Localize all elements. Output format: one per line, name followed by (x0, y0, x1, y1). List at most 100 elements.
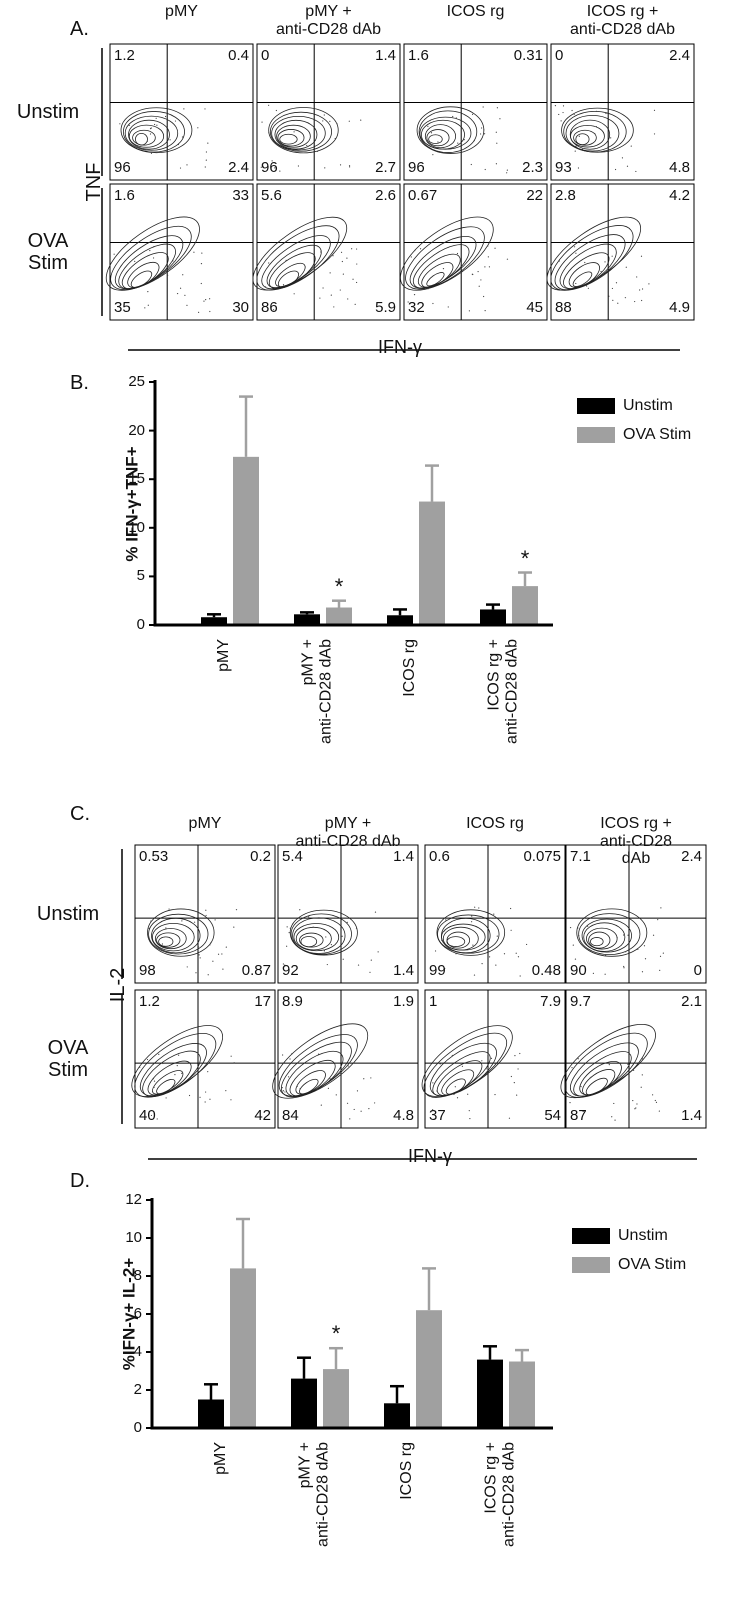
contour (565, 114, 620, 152)
contour (293, 923, 340, 952)
quadrant-value: 1.4 (681, 1107, 702, 1124)
quadrant-value: 5.4 (282, 848, 303, 865)
event-dot (655, 1101, 658, 1103)
event-dot (195, 972, 197, 974)
event-dot (659, 969, 661, 971)
contour (550, 225, 634, 291)
row-label: Unstim (16, 101, 80, 123)
quadrant-value: 5.6 (261, 187, 282, 204)
bar (291, 1378, 317, 1428)
contour (151, 922, 195, 952)
column-header: ICOS rg (446, 3, 505, 20)
event-dot (641, 971, 644, 973)
y-tick-label: 8 (133, 1266, 142, 1284)
event-dot (147, 291, 149, 293)
event-dot (471, 113, 474, 116)
event-dot (575, 252, 577, 254)
event-dot (473, 140, 475, 142)
event-dot (484, 266, 486, 268)
contour (405, 226, 485, 290)
error-bar (236, 1217, 250, 1269)
y-tick-label: 4 (133, 1342, 142, 1360)
event-dot (414, 249, 416, 252)
quadrant-value: 4.8 (669, 159, 690, 176)
plot-frame (109, 183, 254, 321)
event-dot (225, 946, 227, 948)
event-dot (643, 945, 646, 947)
event-dot (437, 141, 439, 143)
event-dot (279, 170, 281, 172)
contour (295, 1070, 326, 1095)
event-dot (590, 1076, 592, 1078)
quadrant-value: 0.67 (408, 187, 438, 204)
bar (512, 586, 538, 625)
quadrant-value: 93 (555, 159, 572, 176)
event-dot (321, 949, 323, 952)
event-dot (326, 963, 328, 966)
event-dot (204, 108, 206, 110)
event-dot (282, 963, 285, 965)
plot-frame (256, 183, 401, 321)
quadrant-value: 2.1 (681, 993, 702, 1010)
event-dot (342, 273, 344, 275)
quadrant-value: 4.8 (393, 1107, 414, 1124)
error-bar (329, 1346, 343, 1370)
event-dot (174, 1074, 176, 1076)
event-dot (510, 1075, 512, 1078)
quadrant-value: 1.2 (114, 47, 135, 64)
bar (387, 615, 413, 625)
event-dot (205, 299, 207, 301)
error-bar (300, 611, 314, 615)
quadrant-value: 2.3 (522, 159, 543, 176)
significance-marker: * (331, 1321, 341, 1347)
event-dot (155, 117, 157, 119)
event-dot (490, 917, 492, 919)
event-dot (592, 972, 594, 974)
contour (578, 913, 641, 956)
contour (583, 922, 626, 952)
quadrant-value: 0.53 (139, 848, 169, 865)
event-dot (370, 1077, 372, 1079)
event-dot (152, 1078, 155, 1080)
y-tick-label: 25 (128, 372, 145, 390)
contour (276, 124, 311, 148)
event-dot (183, 108, 185, 110)
panel-label: D. (70, 1170, 90, 1192)
event-dot (657, 919, 659, 921)
event-dot (205, 151, 208, 153)
event-dot (569, 1102, 571, 1104)
contour (432, 1051, 491, 1097)
bar (233, 456, 259, 625)
bar (294, 614, 320, 625)
event-dot (506, 172, 508, 174)
event-dot (454, 1086, 456, 1088)
event-dot (478, 907, 480, 909)
event-dot (209, 298, 211, 300)
contour (261, 235, 331, 290)
event-dot (578, 934, 580, 937)
error-bar (332, 599, 346, 608)
y-axis-title: %IFN-γ+ IL-2+ (119, 1257, 139, 1371)
quadrant-value: 2.8 (555, 187, 576, 204)
event-dot (186, 966, 188, 968)
event-dot (370, 959, 372, 961)
event-dot (494, 247, 496, 249)
event-dot (581, 148, 583, 150)
event-dot (410, 256, 412, 258)
event-dot (174, 120, 177, 122)
event-dot (569, 167, 571, 169)
event-dot (610, 137, 612, 139)
contour (105, 216, 200, 291)
plot-frame (256, 43, 401, 181)
contour (299, 932, 324, 948)
event-dot (217, 953, 220, 955)
event-dot (513, 1082, 515, 1084)
event-dot (356, 281, 358, 284)
legend-swatch (577, 427, 615, 443)
quadrant-value: 35 (114, 299, 131, 316)
event-dot (176, 1064, 178, 1067)
event-dot (485, 1068, 487, 1070)
error-bar (204, 1383, 218, 1400)
contour (275, 262, 306, 287)
